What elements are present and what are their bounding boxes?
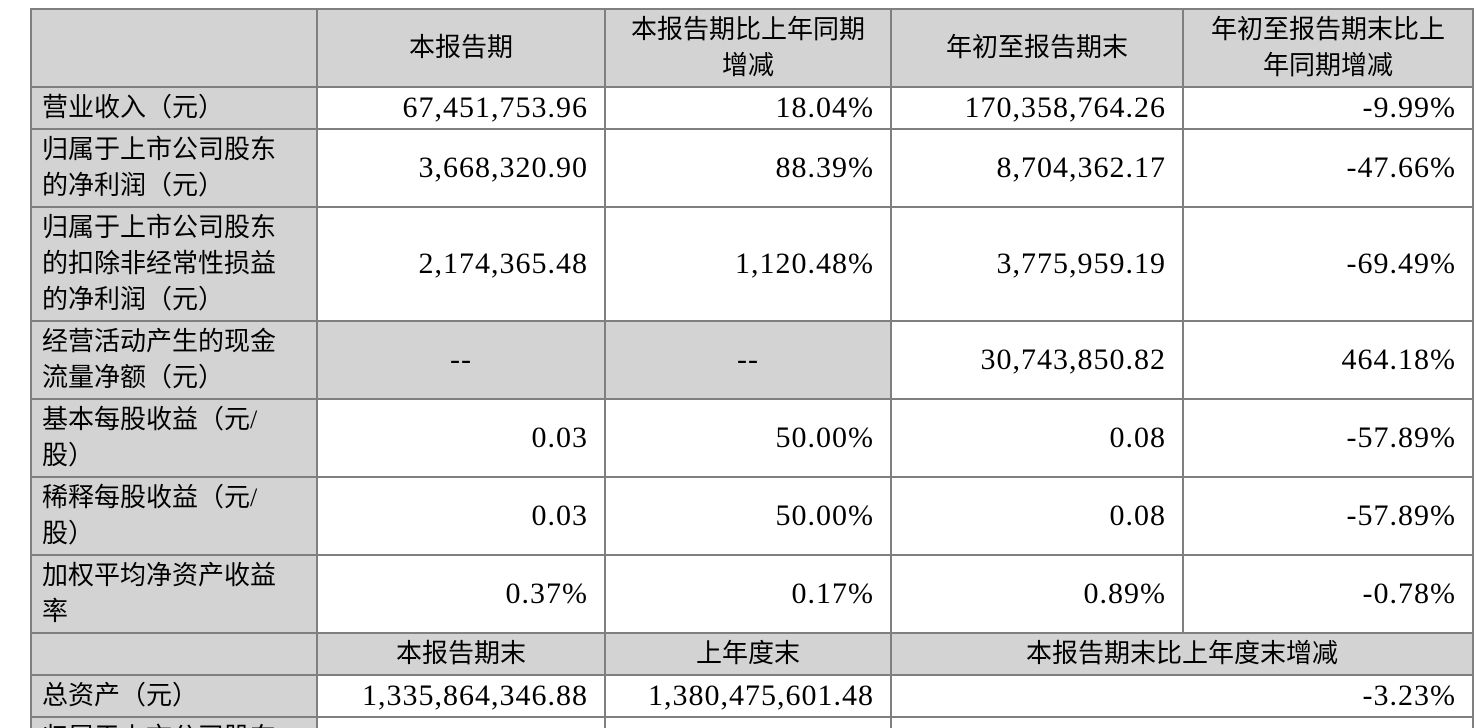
row-label: 经营活动产生的现金 流量净额（元）: [30, 320, 318, 400]
cell-current-period-yoy: 0.17%: [604, 554, 892, 634]
cell-current-period: 0.03: [316, 398, 606, 478]
table-row-total-assets: 总资产（元） 1,335,864,346.88 1,380,475,601.48…: [30, 674, 1474, 718]
cell-current-period: --: [316, 320, 606, 400]
cell-ytd-yoy: -47.66%: [1182, 128, 1474, 208]
cell-prev-year-end: 992,421,373.45: [604, 716, 892, 728]
financial-summary-table: 本报告期 本报告期比上年同期 增减 年初至报告期末 年初至报告期末比上 年同期增…: [30, 8, 1474, 728]
table-row-weighted-avg-roe: 加权平均净资产收益 率 0.37% 0.17% 0.89% -0.78%: [30, 554, 1474, 634]
cell-current-period: 3,668,320.90: [316, 128, 606, 208]
row-label: 归属于上市公司股东 的所有者权益（元）: [30, 716, 318, 728]
row-label: 基本每股收益（元/ 股）: [30, 398, 318, 478]
cell-ytd-yoy: -9.99%: [1182, 86, 1474, 130]
cell-current-period-yoy: 18.04%: [604, 86, 892, 130]
cell-period-end-change: -3.36%: [890, 716, 1474, 728]
cell-current-period: 0.03: [316, 476, 606, 556]
cell-current-period: 67,451,753.96: [316, 86, 606, 130]
table-row-operating-revenue: 营业收入（元） 67,451,753.96 18.04% 170,358,764…: [30, 86, 1474, 130]
cell-current-period-yoy: 50.00%: [604, 398, 892, 478]
row-label: 归属于上市公司股东 的净利润（元）: [30, 128, 318, 208]
row-label: 加权平均净资产收益 率: [30, 554, 318, 634]
header-ytd: 年初至报告期末: [890, 8, 1184, 88]
cell-ytd-yoy: -57.89%: [1182, 476, 1474, 556]
cell-ytd: 30,743,850.82: [890, 320, 1184, 400]
cell-current-period-yoy: 88.39%: [604, 128, 892, 208]
table-row-operating-cash-flow: 经营活动产生的现金 流量净额（元） -- -- 30,743,850.82 46…: [30, 320, 1474, 400]
cell-ytd: 0.89%: [890, 554, 1184, 634]
cell-current-period: 0.37%: [316, 554, 606, 634]
header-current-period: 本报告期: [316, 8, 606, 88]
subheader-period-end-change: 本报告期末比上年度末增减: [890, 632, 1474, 676]
row-label: 总资产（元）: [30, 674, 318, 718]
table-header-row: 本报告期 本报告期比上年同期 增减 年初至报告期末 年初至报告期末比上 年同期增…: [30, 8, 1474, 88]
cell-period-end-change: -3.23%: [890, 674, 1474, 718]
cell-ytd: 3,775,959.19: [890, 206, 1184, 322]
row-label: 归属于上市公司股东 的扣除非经常性损益 的净利润（元）: [30, 206, 318, 322]
header-current-period-yoy-change: 本报告期比上年同期 增减: [604, 8, 892, 88]
subheader-period-end: 本报告期末: [316, 632, 606, 676]
cell-period-end: 959,078,503.19: [316, 716, 606, 728]
table-subheader-row: 本报告期末 上年度末 本报告期末比上年度末增减: [30, 632, 1474, 676]
cell-current-period-yoy: --: [604, 320, 892, 400]
table-row-shareholders-equity: 归属于上市公司股东 的所有者权益（元） 959,078,503.19 992,4…: [30, 716, 1474, 728]
cell-ytd-yoy: -0.78%: [1182, 554, 1474, 634]
cell-ytd-yoy: -57.89%: [1182, 398, 1474, 478]
cell-current-period-yoy: 50.00%: [604, 476, 892, 556]
table-row-net-profit-excl-nonrecurring: 归属于上市公司股东 的扣除非经常性损益 的净利润（元） 2,174,365.48…: [30, 206, 1474, 322]
cell-current-period-yoy: 1,120.48%: [604, 206, 892, 322]
header-blank-cell: [30, 8, 318, 88]
cell-prev-year-end: 1,380,475,601.48: [604, 674, 892, 718]
subheader-blank-cell: [30, 632, 318, 676]
table-row-net-profit: 归属于上市公司股东 的净利润（元） 3,668,320.90 88.39% 8,…: [30, 128, 1474, 208]
cell-current-period: 2,174,365.48: [316, 206, 606, 322]
cell-ytd-yoy: -69.49%: [1182, 206, 1474, 322]
cell-ytd: 170,358,764.26: [890, 86, 1184, 130]
cell-ytd-yoy: 464.18%: [1182, 320, 1474, 400]
cell-ytd: 0.08: [890, 398, 1184, 478]
cell-ytd: 0.08: [890, 476, 1184, 556]
cell-period-end: 1,335,864,346.88: [316, 674, 606, 718]
table-row-basic-eps: 基本每股收益（元/ 股） 0.03 50.00% 0.08 -57.89%: [30, 398, 1474, 478]
row-label: 稀释每股收益（元/ 股）: [30, 476, 318, 556]
cell-ytd: 8,704,362.17: [890, 128, 1184, 208]
subheader-prev-year-end: 上年度末: [604, 632, 892, 676]
table-row-diluted-eps: 稀释每股收益（元/ 股） 0.03 50.00% 0.08 -57.89%: [30, 476, 1474, 556]
header-ytd-yoy-change: 年初至报告期末比上 年同期增减: [1182, 8, 1474, 88]
row-label: 营业收入（元）: [30, 86, 318, 130]
